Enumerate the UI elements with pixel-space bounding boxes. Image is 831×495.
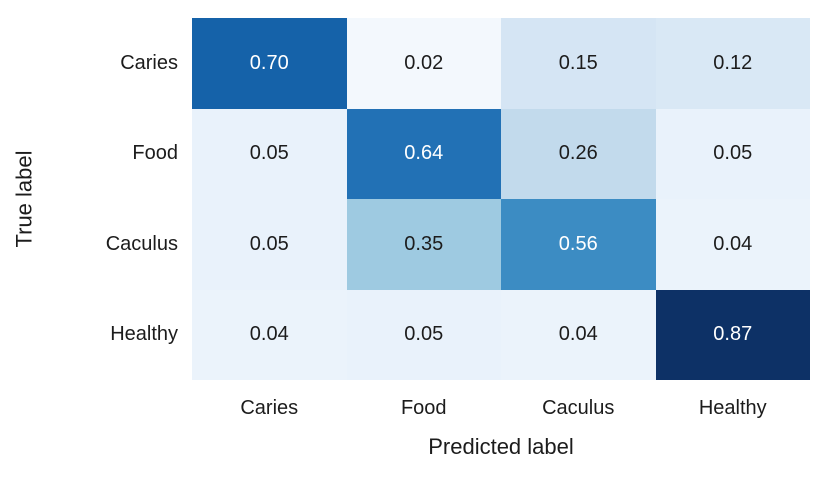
x-tick-food: Food (400, 396, 447, 419)
heatmap-cell: 0.02 (346, 18, 501, 109)
y-axis-tick-labels: Caries Food Caculus Healthy (0, 18, 178, 380)
y-tick-caries: Caries (120, 51, 178, 74)
heatmap-cell: 0.04 (192, 289, 347, 380)
heatmap-cell: 0.70 (192, 18, 347, 109)
x-tick-caries: Caries (240, 396, 299, 419)
y-tick-healthy: Healthy (110, 323, 178, 346)
heatmap-cell: 0.64 (346, 108, 501, 199)
heatmap-cell: 0.26 (501, 108, 656, 199)
heatmap-cell: 0.05 (655, 108, 810, 199)
heatmap-cell: 0.35 (346, 199, 501, 290)
heatmap-cell: 0.87 (655, 289, 810, 380)
heatmap-cell: 0.04 (501, 289, 656, 380)
x-tick-caculus: Caculus (542, 396, 615, 419)
heatmap-cell: 0.12 (655, 18, 810, 109)
y-tick-caculus: Caculus (105, 232, 178, 255)
heatmap-cell: 0.05 (192, 108, 347, 199)
heatmap-cell: 0.05 (192, 199, 347, 290)
heatmap-cell: 0.56 (501, 199, 656, 290)
x-axis-title: Predicted label (428, 434, 574, 459)
heatmap-cell: 0.15 (501, 18, 656, 109)
heatmap-cell: 0.04 (655, 199, 810, 290)
heatmap-grid: 0.70 0.02 0.15 0.12 0.05 0.64 0.26 0.05 0.05 0.35… (192, 18, 810, 380)
x-axis-tick-labels: Caries Food Caculus Healthy (192, 392, 810, 424)
x-tick-healthy: Healthy (698, 396, 767, 419)
heatmap-cell: 0.05 (346, 289, 501, 380)
y-tick-food: Food (132, 142, 178, 165)
